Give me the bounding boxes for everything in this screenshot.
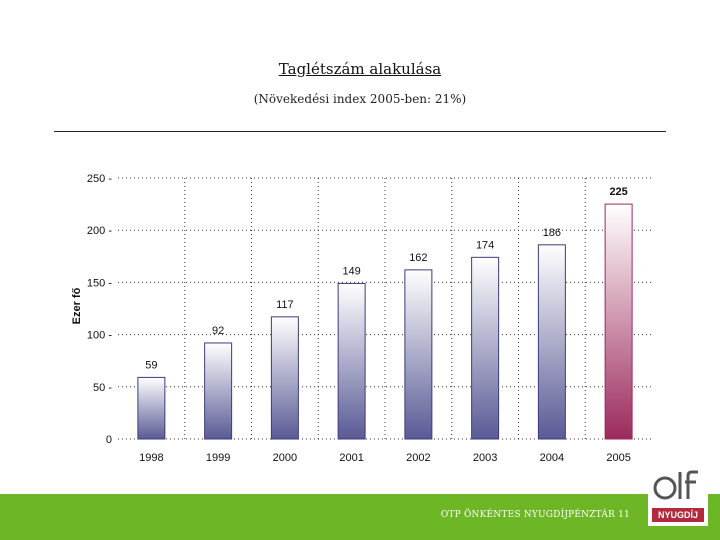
- bar-2003: [471, 256, 500, 440]
- x-tick-label-1999: 1999: [206, 452, 230, 464]
- x-tick-label-2003: 2003: [473, 452, 497, 464]
- x-tick-label-2001: 2001: [339, 452, 363, 464]
- y-tick-label: 250 -: [87, 173, 112, 185]
- y-tick-label: 150 -: [87, 277, 112, 289]
- y-axis-label: Ezer fő: [71, 287, 83, 324]
- data-label-2000: 117: [276, 299, 294, 311]
- bar-1998: [137, 376, 166, 440]
- chart-subtitle: (Növekedési index 2005-ben: 21%): [253, 92, 467, 106]
- bar-1999: [204, 342, 233, 440]
- footer-bar: OTP ÖNKÉNTES NYUGDÍJPÉNZTÁR 11: [0, 494, 720, 540]
- data-label-2001: 149: [342, 265, 360, 277]
- data-label-1999: 92: [212, 325, 224, 337]
- data-label-2004: 186: [543, 227, 561, 239]
- logo-mark-icon: [653, 470, 698, 500]
- y-tick-label: 50 -: [93, 382, 112, 394]
- x-tick-label-2000: 2000: [273, 452, 297, 464]
- y-tick-label: 100 -: [87, 330, 112, 342]
- x-tick-label-1998: 1998: [139, 452, 163, 464]
- bar-2005: [604, 203, 633, 440]
- footer-text: OTP ÖNKÉNTES NYUGDÍJPÉNZTÁR 11: [440, 510, 630, 520]
- logo-band: NYUGDÍJ: [652, 508, 704, 522]
- bar-2001: [337, 282, 366, 440]
- x-tick-label-2005: 2005: [606, 452, 630, 464]
- data-label-2005: 225: [609, 186, 627, 198]
- y-tick-label: 200 -: [87, 225, 112, 237]
- x-tick-label-2002: 2002: [406, 452, 430, 464]
- bar-2004: [537, 244, 566, 440]
- y-tick-label: 0: [106, 434, 112, 446]
- bar-chart: Ezer fő 0 50 - 100 - 150 - 200 - 250 - 59 92 11…: [71, 173, 652, 464]
- x-tick-label-2004: 2004: [540, 452, 564, 464]
- data-label-2002: 162: [409, 252, 427, 264]
- data-label-2003: 174: [476, 239, 494, 251]
- bar-2000: [270, 316, 299, 440]
- title-divider: [54, 131, 666, 132]
- data-label-1998: 59: [145, 359, 157, 371]
- otp-logo: NYUGDÍJ: [648, 464, 708, 526]
- chart-title: Taglétszám alakulása: [278, 60, 442, 78]
- bar-2002: [404, 269, 433, 440]
